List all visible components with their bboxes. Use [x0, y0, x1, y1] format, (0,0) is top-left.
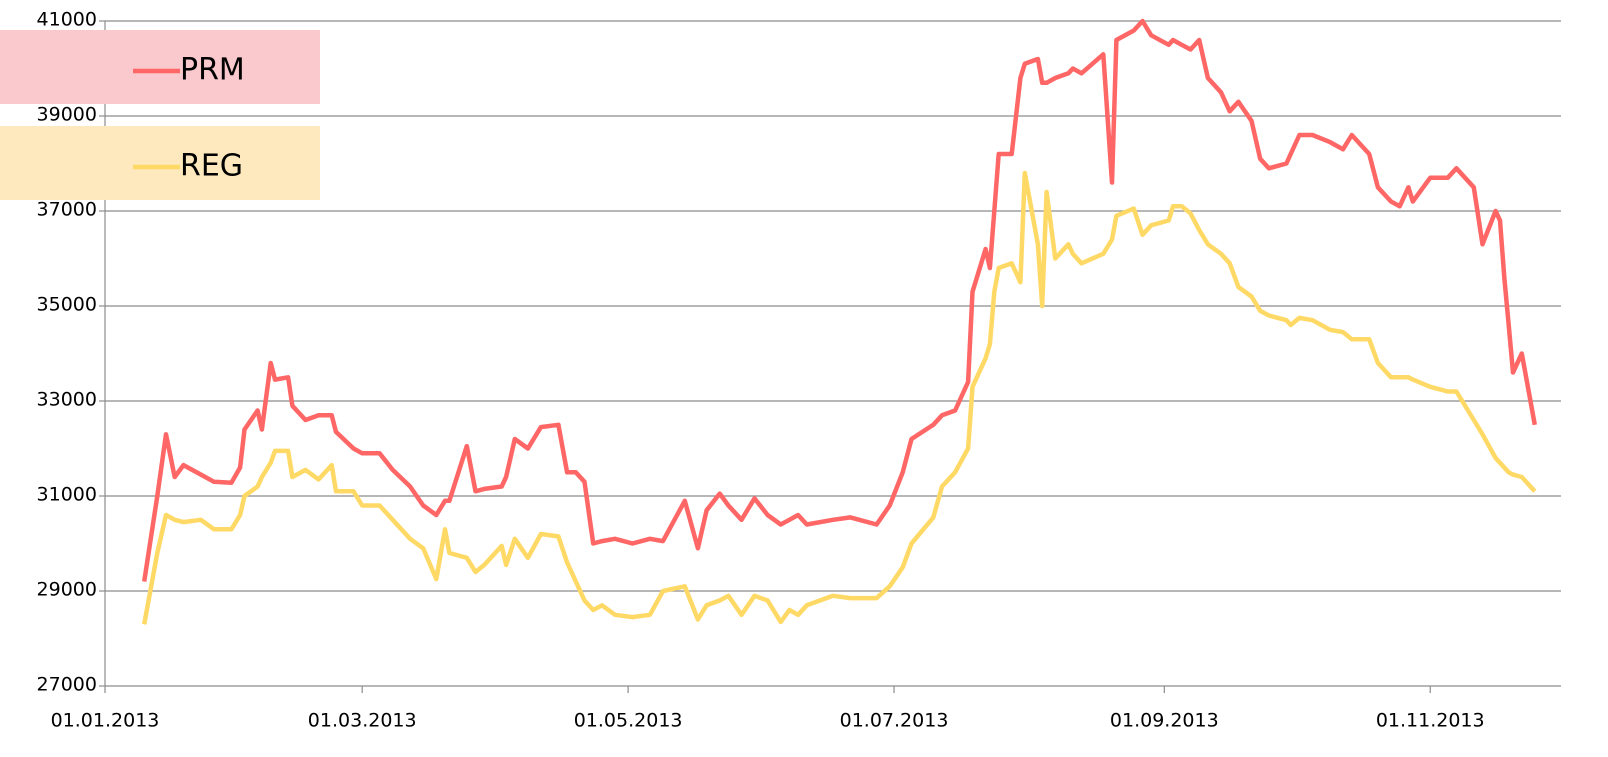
y-tick-label: 41000: [37, 9, 97, 31]
legend-box: [0, 126, 320, 200]
y-tick-label: 33000: [37, 389, 97, 411]
x-tick-label: 01.09.2013: [1110, 710, 1219, 732]
x-tick-label: 01.05.2013: [574, 710, 683, 732]
y-tick-label: 27000: [37, 674, 97, 696]
x-tick-label: 01.07.2013: [840, 710, 949, 732]
legend-label: PRM: [180, 53, 245, 88]
y-tick-label: 35000: [37, 294, 97, 316]
x-tick-label: 01.03.2013: [308, 710, 417, 732]
legend-label: REG: [180, 149, 243, 184]
y-tick-label: 37000: [37, 199, 97, 221]
x-tick-label: 01.01.2013: [51, 710, 160, 732]
y-tick-label: 39000: [37, 104, 97, 126]
line-series: [141, 18, 1538, 582]
y-tick-label: 31000: [37, 484, 97, 506]
line-series: [141, 170, 1537, 625]
legend-box: [0, 30, 320, 104]
y-tick-label: 29000: [37, 579, 97, 601]
x-tick-label: 01.11.2013: [1376, 710, 1485, 732]
